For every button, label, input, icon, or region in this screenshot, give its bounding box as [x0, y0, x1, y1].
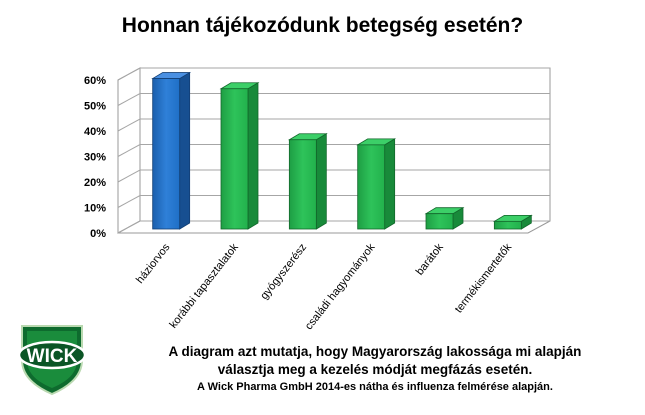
bar-side — [315, 133, 327, 230]
y-tick-label: 20% — [84, 177, 106, 189]
caption-line-1: A diagram azt mutatja, hogy Magyarország… — [168, 344, 582, 359]
y-tick-label: 0% — [90, 228, 106, 240]
wick-logo: WICK — [17, 325, 87, 396]
x-tick-label: családi hagyományok — [303, 241, 378, 330]
gridline — [117, 220, 550, 234]
x-tick-label: barátok — [414, 241, 446, 278]
bar-side — [247, 82, 259, 230]
gridline — [117, 93, 550, 106]
gridline — [117, 67, 550, 81]
x-tick-label: termékismertetők — [453, 241, 515, 315]
y-tick-label: 10% — [84, 203, 106, 215]
bar-side — [179, 71, 191, 230]
bar-2 — [288, 139, 317, 230]
gridline — [117, 169, 550, 183]
y-tick-label: 60% — [84, 75, 106, 87]
gridline — [117, 118, 550, 132]
bar-1 — [220, 88, 249, 230]
caption-line-2: választja meg a kezelés módját megfázás … — [217, 362, 533, 377]
bar-0 — [152, 78, 181, 230]
bar-3 — [357, 144, 386, 230]
y-tick-label: 40% — [84, 126, 106, 138]
y-tick-label: 50% — [84, 101, 106, 113]
gridline — [117, 195, 550, 208]
chart-title: Honnan tájékozódunk betegség esetén? — [121, 14, 524, 37]
wick-logo-text: WICK — [27, 346, 78, 367]
x-tick-label: gyógyszerész — [258, 241, 309, 301]
y-tick-label: 30% — [84, 152, 106, 164]
x-tick-label: háziorvos — [134, 241, 173, 286]
bar-4 — [425, 213, 454, 230]
bar-side — [384, 138, 396, 230]
bar-5 — [493, 220, 522, 230]
caption-source: A Wick Pharma GmbH 2014-es nátha és infl… — [197, 381, 553, 393]
x-tick-label: korábbi tapasztalatok — [167, 241, 241, 330]
gridline — [117, 144, 550, 157]
